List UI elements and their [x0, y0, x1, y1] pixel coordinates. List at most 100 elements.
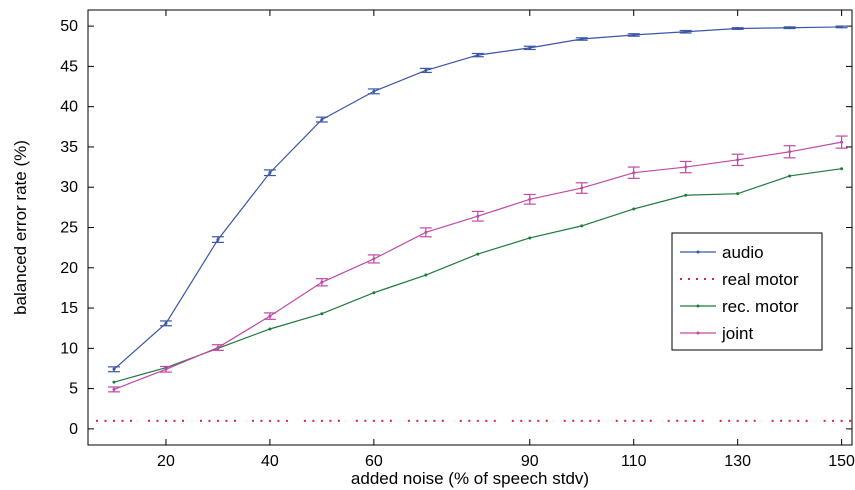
- data-point: [849, 419, 852, 422]
- data-point: [424, 273, 428, 277]
- series-layer: [95, 25, 852, 422]
- data-point: [216, 419, 219, 422]
- data-point: [372, 419, 375, 422]
- data-point: [485, 419, 488, 422]
- x-tick-label: 40: [261, 453, 279, 470]
- data-point: [701, 419, 704, 422]
- series-real-motor: [95, 419, 852, 422]
- data-point: [753, 419, 756, 422]
- data-point: [840, 419, 843, 422]
- data-point: [676, 419, 679, 422]
- data-point: [597, 419, 600, 422]
- y-tick-label: 0: [69, 421, 78, 438]
- data-point: [649, 419, 652, 422]
- data-point: [199, 419, 202, 422]
- legend-marker: [696, 250, 700, 254]
- y-tick-label: 10: [60, 340, 78, 357]
- data-point: [771, 419, 774, 422]
- data-point: [424, 419, 427, 422]
- data-point: [312, 419, 315, 422]
- data-point: [788, 174, 792, 178]
- data-point: [632, 419, 635, 422]
- data-point: [580, 224, 584, 228]
- data-point: [156, 419, 159, 422]
- data-point: [493, 419, 496, 422]
- data-point: [667, 419, 670, 422]
- data-point: [736, 419, 739, 422]
- y-axis-label: balanced error rate (%): [11, 140, 30, 315]
- data-point: [355, 419, 358, 422]
- x-tick-label: 90: [521, 453, 539, 470]
- data-point: [805, 419, 808, 422]
- data-point: [624, 419, 627, 422]
- legend-marker: [696, 331, 700, 335]
- data-point: [260, 419, 263, 422]
- y-tick-label: 40: [60, 99, 78, 116]
- data-point: [528, 236, 532, 240]
- legend-label: audio: [722, 243, 764, 262]
- legend-swatch: [704, 278, 706, 280]
- data-point: [468, 419, 471, 422]
- data-point: [823, 419, 826, 422]
- data-point: [441, 419, 444, 422]
- data-point: [459, 419, 462, 422]
- data-point: [641, 419, 644, 422]
- legend-label: rec. motor: [722, 297, 799, 316]
- legend: audio real motor rec. motor joint: [671, 232, 823, 351]
- legend-item: real motor: [680, 270, 799, 289]
- data-point: [520, 419, 523, 422]
- axis-ticks: 0 5 10 15 20 25 30 35 40 45 50 20 40 60 90 110 130 150: [60, 10, 855, 470]
- legend-item: joint: [680, 324, 753, 343]
- y-tick-label: 25: [60, 220, 78, 237]
- data-point: [233, 419, 236, 422]
- data-point: [476, 252, 480, 256]
- legend-item: rec. motor: [680, 297, 799, 316]
- data-point: [277, 419, 280, 422]
- data-point: [112, 419, 115, 422]
- data-point: [632, 207, 636, 211]
- x-tick-label: 110: [621, 453, 647, 470]
- data-point: [832, 419, 835, 422]
- data-point: [589, 419, 592, 422]
- legend-marker: [696, 304, 700, 308]
- y-tick-label: 35: [60, 139, 78, 156]
- data-point: [268, 327, 272, 331]
- data-point: [511, 419, 514, 422]
- plot-area: [87, 9, 853, 446]
- data-point: [268, 419, 271, 422]
- data-point: [372, 291, 376, 295]
- data-point: [684, 193, 688, 197]
- x-tick-label: 20: [157, 453, 175, 470]
- data-point: [537, 419, 540, 422]
- data-point: [147, 419, 150, 422]
- data-point: [320, 419, 323, 422]
- legend-swatch: [696, 278, 698, 280]
- data-point: [112, 380, 116, 384]
- data-point: [545, 419, 548, 422]
- data-point: [684, 419, 687, 422]
- data-point: [381, 419, 384, 422]
- data-point: [303, 419, 306, 422]
- data-point: [389, 419, 392, 422]
- data-point: [780, 419, 783, 422]
- data-point: [728, 419, 731, 422]
- data-point: [840, 167, 844, 171]
- data-point: [104, 419, 107, 422]
- data-point: [719, 419, 722, 422]
- legend-swatch: [688, 278, 690, 280]
- legend-swatch: [680, 278, 682, 280]
- data-point: [736, 192, 740, 196]
- data-point: [407, 419, 410, 422]
- y-tick-label: 30: [60, 179, 78, 196]
- data-point: [788, 419, 791, 422]
- data-point: [563, 419, 566, 422]
- x-axis-label: added noise (% of speech stdv): [351, 469, 589, 488]
- legend-label: joint: [721, 324, 753, 343]
- data-point: [285, 419, 288, 422]
- legend-item: audio: [680, 243, 764, 262]
- data-point: [433, 419, 436, 422]
- y-tick-label: 5: [69, 381, 78, 398]
- y-tick-label: 45: [60, 58, 78, 75]
- data-point: [476, 419, 479, 422]
- data-point: [693, 419, 696, 422]
